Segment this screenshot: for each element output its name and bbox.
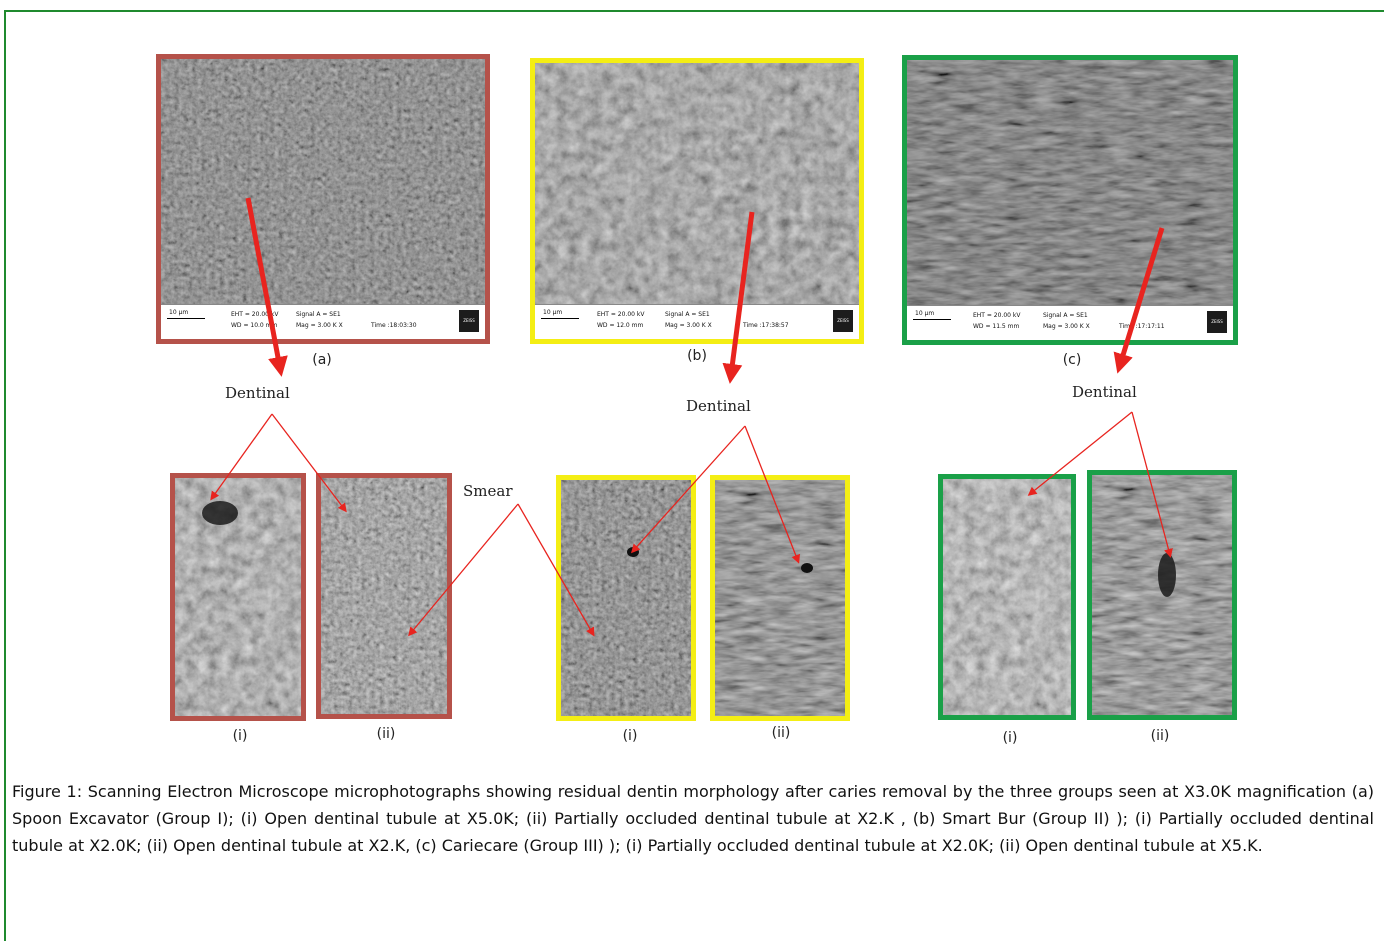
zeiss-logo: ZEISS (459, 310, 479, 332)
sem-panel-a-ii (316, 473, 452, 719)
scale-label: 10 µm (915, 310, 935, 317)
time-label: Time :17:17:11 (1119, 323, 1165, 330)
sem-info-bar-a: 10 µm EHT = 20.00 kV WD = 10.0 mm Signal… (161, 304, 485, 339)
sub-label-b-ii: (ii) (771, 725, 791, 741)
sem-panel-a: 10 µm EHT = 20.00 kV WD = 10.0 mm Signal… (156, 54, 490, 344)
sem-image-b-ii (715, 480, 845, 716)
annotation-dentinal-c: Dentinal (1072, 383, 1137, 401)
sem-panel-b-i (556, 475, 696, 721)
mag-label: Mag = 3.00 K X (665, 322, 712, 329)
zeiss-logo: ZEISS (833, 310, 853, 332)
eht-label: EHT = 20.00 kV (973, 312, 1021, 319)
scale-label: 10 µm (169, 309, 189, 316)
mag-label: Mag = 3.00 K X (1043, 323, 1090, 330)
wd-label: WD = 10.0 mm (231, 322, 278, 329)
sub-label-b-i: (i) (622, 728, 638, 744)
sem-image-a-i (175, 478, 301, 716)
wd-label: WD = 12.0 mm (597, 322, 644, 329)
mag-label: Mag = 3.00 K X (296, 322, 343, 329)
scale-line (913, 319, 951, 320)
sem-panel-a-i (170, 473, 306, 721)
sem-image-c-ii (1092, 475, 1232, 715)
signal-label: Signal A = SE1 (1043, 312, 1088, 319)
sub-label-a-ii: (ii) (376, 726, 396, 742)
sub-label-c-i: (i) (1002, 730, 1018, 746)
sem-image-b-i (561, 480, 691, 716)
annotation-smear: Smear (463, 482, 513, 500)
sem-info-bar-b: 10 µm EHT = 20.00 kV WD = 12.0 mm Signal… (535, 304, 859, 339)
annotation-dentinal-a: Dentinal (225, 384, 290, 402)
panel-label-b: (b) (687, 348, 707, 364)
signal-label: Signal A = SE1 (665, 311, 710, 318)
sem-panel-b: 10 µm EHT = 20.00 kV WD = 12.0 mm Signal… (530, 58, 864, 344)
sem-info-bar-c: 10 µm EHT = 20.00 kV WD = 11.5 mm Signal… (907, 305, 1233, 340)
scale-label: 10 µm (543, 309, 563, 316)
signal-label: Signal A = SE1 (296, 311, 341, 318)
annotation-dentinal-b: Dentinal (686, 397, 751, 415)
sub-label-c-ii: (ii) (1150, 728, 1170, 744)
eht-label: EHT = 20.00 kV (597, 311, 645, 318)
panel-label-c: (c) (1062, 352, 1082, 368)
scale-line (541, 318, 579, 319)
figure-frame (4, 10, 1384, 941)
sem-panel-c-i (938, 474, 1076, 720)
sem-panel-c-ii (1087, 470, 1237, 720)
zeiss-logo: ZEISS (1207, 311, 1227, 333)
time-label: Time :17:38:57 (743, 322, 789, 329)
figure-caption: Figure 1: Scanning Electron Microscope m… (12, 782, 1374, 855)
scale-line (167, 318, 205, 319)
sub-label-a-i: (i) (232, 728, 248, 744)
sem-image-b (535, 63, 859, 339)
sem-image-a (161, 59, 485, 339)
sem-image-c-i (943, 479, 1071, 715)
wd-label: WD = 11.5 mm (973, 323, 1020, 330)
sem-image-a-ii (321, 478, 447, 714)
panel-label-a: (a) (312, 352, 332, 368)
sem-image-c (907, 60, 1233, 340)
sem-panel-c: 10 µm EHT = 20.00 kV WD = 11.5 mm Signal… (902, 55, 1238, 345)
time-label: Time :18:03:30 (371, 322, 417, 329)
eht-label: EHT = 20.00 kV (231, 311, 279, 318)
sem-panel-b-ii (710, 475, 850, 721)
